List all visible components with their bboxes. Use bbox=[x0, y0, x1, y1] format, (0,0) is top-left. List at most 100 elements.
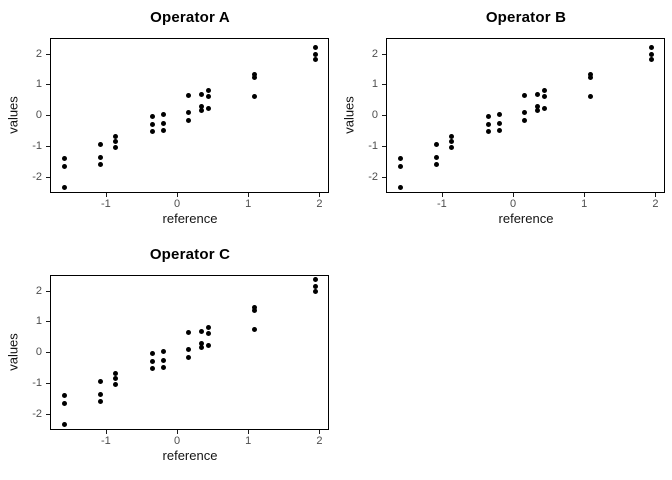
data-point bbox=[199, 329, 205, 335]
y-tick-mark bbox=[382, 146, 386, 148]
x-tick-label: 1 bbox=[245, 435, 252, 447]
data-point bbox=[449, 138, 455, 144]
data-point bbox=[312, 51, 318, 57]
data-point bbox=[113, 145, 119, 151]
data-point bbox=[312, 284, 318, 290]
data-point bbox=[485, 122, 491, 128]
x-tick-label: 0 bbox=[173, 435, 181, 447]
data-point bbox=[185, 330, 191, 336]
plot-title: Operator B bbox=[485, 9, 567, 26]
x-tick-mark bbox=[319, 430, 321, 434]
data-point bbox=[252, 71, 258, 77]
data-point bbox=[433, 161, 439, 167]
data-point bbox=[205, 106, 211, 112]
y-tick-mark bbox=[46, 290, 50, 292]
data-point bbox=[521, 109, 527, 115]
plot-title: Operator C bbox=[149, 246, 231, 263]
x-axis-title: reference bbox=[162, 448, 218, 463]
data-point bbox=[588, 93, 594, 99]
y-tick-label: -1 bbox=[32, 377, 42, 390]
data-point bbox=[149, 114, 155, 120]
data-point bbox=[149, 122, 155, 128]
data-point bbox=[97, 379, 103, 385]
plot-panel bbox=[50, 38, 329, 193]
data-point bbox=[648, 56, 654, 62]
y-tick-label: -1 bbox=[368, 140, 378, 153]
data-point bbox=[449, 134, 455, 140]
y-tick-label: 1 bbox=[371, 78, 378, 91]
data-point bbox=[113, 371, 119, 377]
y-tick-mark bbox=[46, 53, 50, 55]
data-point bbox=[535, 107, 541, 113]
data-point bbox=[185, 93, 191, 99]
x-tick-mark bbox=[177, 193, 179, 197]
data-point bbox=[113, 382, 119, 388]
data-point bbox=[161, 127, 166, 133]
y-tick-label: -2 bbox=[32, 408, 42, 421]
data-point bbox=[62, 400, 68, 406]
data-point bbox=[312, 277, 318, 283]
data-point bbox=[252, 326, 258, 332]
scatter-plot-operator-a: Operator A values reference -2 -1 0 1 2 -1 0 1 2 bbox=[0, 0, 336, 240]
y-tick-label: 1 bbox=[35, 78, 42, 91]
x-tick-mark bbox=[248, 193, 250, 197]
data-point bbox=[252, 74, 258, 80]
data-point bbox=[497, 127, 502, 133]
y-tick-mark bbox=[46, 115, 50, 117]
y-tick-mark bbox=[382, 53, 386, 55]
data-point bbox=[97, 398, 103, 404]
data-point bbox=[205, 88, 211, 94]
data-point bbox=[161, 357, 166, 363]
data-point bbox=[252, 305, 258, 311]
y-tick-mark bbox=[46, 177, 50, 179]
data-point bbox=[97, 155, 103, 161]
y-tick-label: 2 bbox=[371, 47, 378, 60]
data-point bbox=[161, 364, 166, 370]
data-point bbox=[185, 118, 191, 124]
data-point bbox=[485, 129, 491, 135]
y-tick-label: 0 bbox=[35, 346, 42, 359]
x-tick-label: -1 bbox=[100, 198, 111, 210]
x-tick-mark bbox=[441, 193, 443, 197]
scatter-plot-operator-b: Operator B values reference -2 -1 0 1 2 -1 0 1 2 bbox=[336, 0, 672, 240]
data-point bbox=[185, 355, 191, 361]
data-point bbox=[398, 156, 404, 162]
data-point bbox=[161, 120, 166, 126]
data-point bbox=[433, 142, 439, 148]
data-point bbox=[312, 44, 318, 50]
data-point bbox=[62, 393, 68, 399]
x-tick-label: 2 bbox=[316, 198, 323, 210]
data-point bbox=[205, 93, 211, 99]
data-point bbox=[199, 341, 205, 347]
data-point bbox=[535, 92, 541, 98]
data-point bbox=[149, 359, 155, 365]
data-point bbox=[648, 44, 654, 50]
y-tick-mark bbox=[46, 352, 50, 354]
data-point bbox=[398, 185, 404, 191]
plot-panel bbox=[386, 38, 665, 193]
x-tick-label: -1 bbox=[436, 198, 447, 210]
data-point bbox=[199, 92, 205, 98]
data-point bbox=[113, 375, 119, 381]
x-tick-label: 2 bbox=[652, 198, 659, 210]
data-point bbox=[149, 366, 155, 372]
data-point bbox=[205, 330, 211, 336]
y-tick-mark bbox=[46, 84, 50, 86]
y-tick-mark bbox=[46, 321, 50, 323]
x-tick-mark bbox=[513, 193, 515, 197]
data-point bbox=[149, 351, 155, 357]
x-tick-mark bbox=[584, 193, 586, 197]
y-tick-mark bbox=[46, 146, 50, 148]
y-tick-mark bbox=[46, 383, 50, 385]
data-point bbox=[205, 325, 211, 331]
x-tick-mark bbox=[319, 193, 321, 197]
data-point bbox=[648, 51, 654, 57]
data-point bbox=[161, 112, 166, 118]
data-point bbox=[497, 120, 502, 126]
data-point bbox=[97, 161, 103, 167]
x-tick-label: 1 bbox=[581, 198, 588, 210]
data-point bbox=[149, 129, 155, 135]
data-point bbox=[521, 118, 527, 124]
x-tick-mark bbox=[655, 193, 657, 197]
